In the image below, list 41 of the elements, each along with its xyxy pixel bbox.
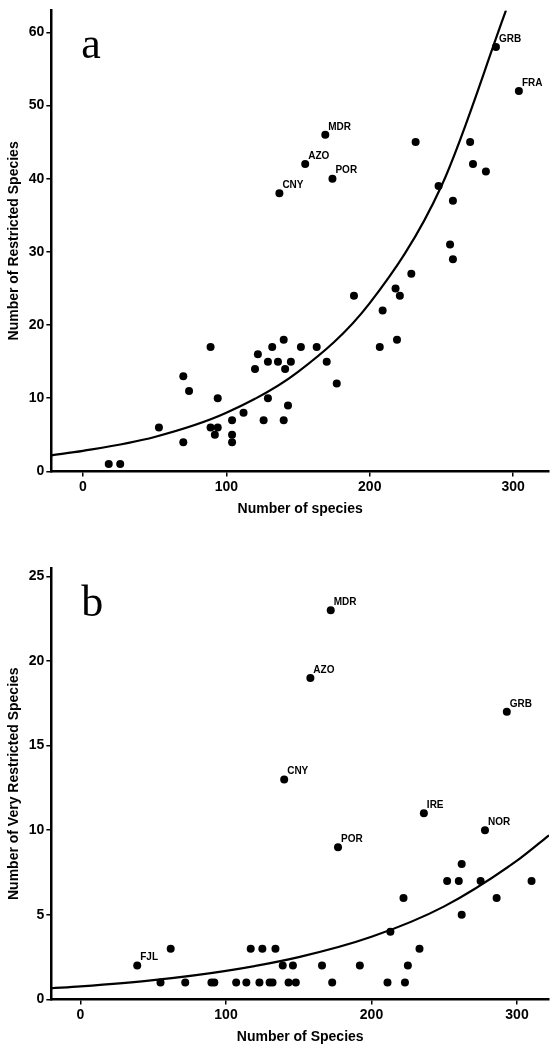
annotation: AZO [313, 663, 335, 675]
y-tick-label: 50 [28, 96, 45, 113]
y-tick-label: 20 [28, 651, 45, 668]
x-tick-label: 200 [358, 477, 382, 494]
annotation: b [81, 576, 104, 626]
x-tick-label: 300 [501, 477, 526, 494]
y-tick-label: 20 [28, 315, 45, 332]
x-tick-label: 0 [76, 1005, 85, 1022]
x-tick-label: 300 [505, 1005, 529, 1022]
annotation: a [81, 18, 101, 68]
y-tick-label: 25 [28, 567, 45, 584]
y-tick-label: 60 [28, 23, 45, 40]
y-tick-label: 0 [36, 462, 45, 479]
y-tick-label: 15 [28, 736, 45, 753]
y-tick-label: 10 [28, 389, 45, 406]
x-tick-label: 200 [359, 1005, 384, 1022]
annotation: CNY [282, 179, 304, 191]
annotation: MDR [328, 120, 352, 132]
y-tick-label: 0 [36, 990, 45, 1007]
y-tick-label: 5 [36, 905, 45, 922]
annotation: POR [335, 164, 358, 176]
annotation: GRB [509, 697, 533, 709]
y-tick-label: 30 [28, 242, 45, 259]
annotation: GRB [498, 32, 522, 44]
annotation: AZO [308, 149, 330, 161]
annotation: CNY [287, 765, 309, 777]
x-tick-label: 100 [214, 1005, 238, 1022]
annotation: NOR [487, 815, 511, 827]
y-axis-title: Number of Restricted Species [5, 141, 22, 341]
x-axis-title: Number of species [237, 500, 364, 517]
annotation: FRA [521, 76, 543, 88]
annotation: FJL [140, 951, 158, 963]
x-tick-label: 0 [79, 477, 88, 494]
y-tick-label: 40 [28, 169, 45, 186]
x-tick-label: 100 [214, 477, 239, 494]
annotation: MDR [333, 596, 358, 608]
annotation: POR [341, 832, 364, 844]
y-tick-label: 10 [28, 821, 45, 838]
annotation: IRE [426, 799, 444, 811]
y-axis-title: Number of Very Restricted Species [5, 667, 22, 901]
x-axis-title: Number of Species [236, 1028, 364, 1045]
